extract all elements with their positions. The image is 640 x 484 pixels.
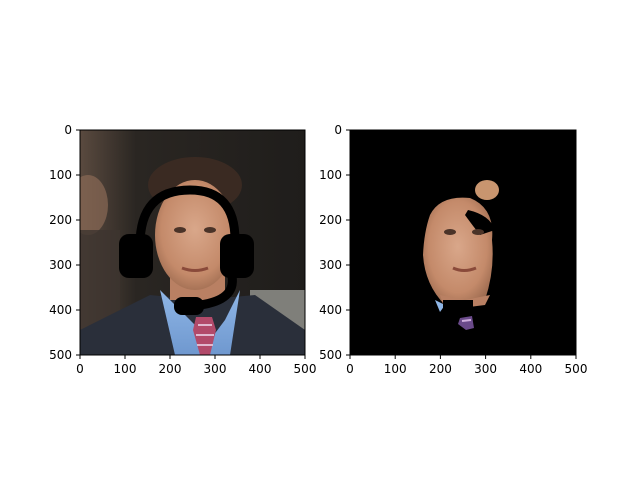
right-x-tick-label: 400 (519, 362, 542, 376)
left-x-tick-label: 500 (294, 362, 317, 376)
left-y-tick-label: 400 (49, 303, 72, 317)
left-photo (80, 130, 305, 355)
right-x-tick-label: 100 (384, 362, 407, 376)
left-y-tick-label: 300 (49, 258, 72, 272)
left-ticks: 0 100 200 300 400 500 0 100 200 300 400 500 (49, 123, 316, 376)
left-x-tick-label: 300 (204, 362, 227, 376)
right-axes-frame (349, 129, 577, 356)
left-x-tick-label: 200 (159, 362, 182, 376)
left-y-tick-label: 500 (49, 348, 72, 362)
left-x-tick-label: 400 (249, 362, 272, 376)
left-x-tick-label: 0 (76, 362, 84, 376)
right-y-tick-label: 200 (319, 213, 342, 227)
right-x-tick-label: 0 (346, 362, 354, 376)
right-y-tick-label: 400 (319, 303, 342, 317)
right-photo (350, 130, 576, 355)
right-ticks: 0 100 200 300 400 500 0 100 200 300 400 500 (319, 123, 587, 376)
left-y-tick-label: 0 (64, 123, 72, 137)
right-x-tick-label: 300 (474, 362, 497, 376)
right-y-tick-label: 0 (334, 123, 342, 137)
right-y-tick-label: 300 (319, 258, 342, 272)
right-y-tick-label: 100 (319, 168, 342, 182)
right-image-panel: 0 100 200 300 400 500 0 100 200 300 400 500 (319, 123, 587, 376)
left-y-tick-label: 200 (49, 213, 72, 227)
right-x-tick-label: 500 (565, 362, 588, 376)
left-y-tick-label: 100 (49, 168, 72, 182)
left-x-tick-label: 100 (114, 362, 137, 376)
left-image-panel: 0 100 200 300 400 500 0 100 200 300 400 500 (49, 123, 316, 376)
right-x-tick-label: 200 (429, 362, 452, 376)
right-y-tick-label: 500 (319, 348, 342, 362)
left-axes-frame (79, 129, 306, 356)
